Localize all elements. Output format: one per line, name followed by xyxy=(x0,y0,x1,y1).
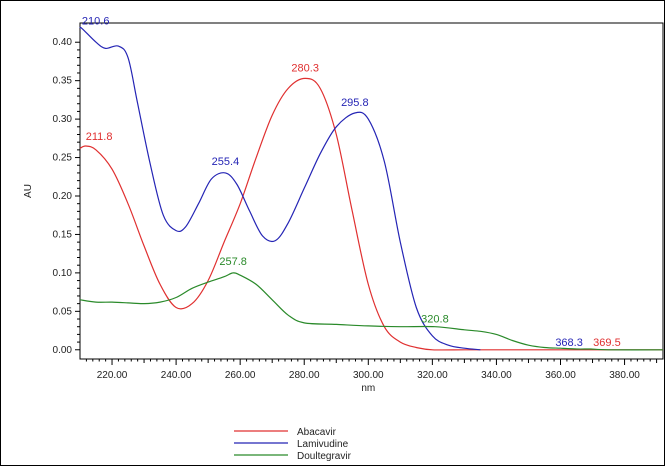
y-tick-label: 0.30 xyxy=(53,114,73,125)
y-tick-label: 0.05 xyxy=(53,306,73,317)
x-tick-label: 300.00 xyxy=(353,370,384,381)
peak-label: 295.8 xyxy=(341,97,369,109)
legend-label: Lamivudine xyxy=(297,439,349,450)
y-axis-label: AU xyxy=(23,184,34,198)
x-tick-label: 260.00 xyxy=(225,370,256,381)
series-line-abacavir xyxy=(79,77,663,351)
y-tick-label: 0.35 xyxy=(53,76,73,87)
legend-label: Abacavir xyxy=(297,427,337,438)
x-axis-label: nm xyxy=(361,383,375,394)
peak-label: 320.8 xyxy=(421,314,449,326)
y-tick-label: 0.15 xyxy=(53,229,73,240)
peak-annotations: 210.6 211.8 280.3 295.8 255.4 257.8 320.8 368.3… xyxy=(82,15,621,349)
peak-label: 211.8 xyxy=(86,131,113,143)
legend-label: Doultegravir xyxy=(297,451,352,462)
series-lines xyxy=(79,26,664,351)
peak-label: 257.8 xyxy=(219,256,247,268)
plot-area-border xyxy=(79,22,664,360)
y-tick-label: 0.25 xyxy=(53,153,73,164)
x-tick-label: 280.00 xyxy=(289,370,320,381)
series-line-doultegravir xyxy=(79,272,664,351)
y-tick-label: 0.40 xyxy=(53,37,73,48)
x-tick-label: 240.00 xyxy=(161,370,192,381)
peak-label: 210.6 xyxy=(82,15,110,27)
y-tick-label: 0.00 xyxy=(53,345,73,356)
y-tick-label: 0.10 xyxy=(53,268,73,279)
x-tick-label: 340.00 xyxy=(481,370,512,381)
x-tick-label: 220.00 xyxy=(97,370,128,381)
axes: 0.00 0.05 0.10 0.15 0.20 0.25 0.30 0.35 0.40 220.… xyxy=(23,22,664,394)
y-tick-label: 0.20 xyxy=(53,191,73,202)
x-tick-label: 320.00 xyxy=(417,370,448,381)
peak-label: 280.3 xyxy=(291,62,319,74)
x-tick-label: 360.00 xyxy=(545,370,576,381)
peak-label: 255.4 xyxy=(212,156,240,168)
peak-label: 368.3 xyxy=(555,337,583,349)
x-tick-label: 380.00 xyxy=(609,370,640,381)
series-line-lamivudine xyxy=(79,26,481,351)
peak-label: 369.5 xyxy=(593,337,621,349)
